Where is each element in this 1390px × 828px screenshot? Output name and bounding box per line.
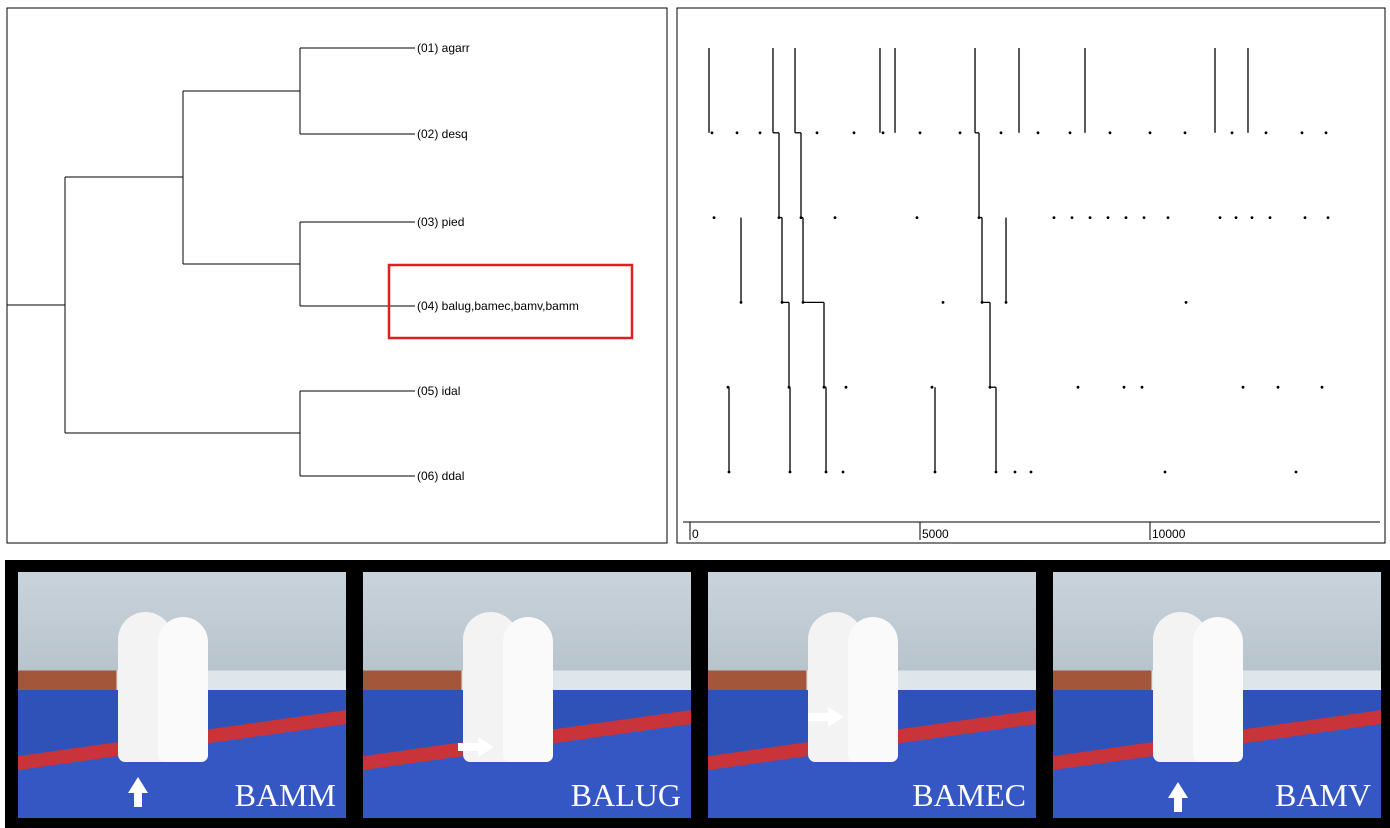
event-dot xyxy=(834,216,837,219)
event-dot xyxy=(942,301,945,304)
leaf-label: (05) idal xyxy=(417,384,460,398)
event-dot xyxy=(1077,386,1080,389)
event-dot xyxy=(1030,471,1033,474)
event-dot xyxy=(1242,386,1245,389)
event-dot xyxy=(1053,216,1056,219)
event-dot xyxy=(1125,216,1128,219)
event-dot xyxy=(778,216,781,219)
photo: BAMV xyxy=(1053,572,1381,818)
event-dot xyxy=(1149,131,1152,134)
leaf-label: (06) ddal xyxy=(417,469,464,483)
event-dot xyxy=(1321,386,1324,389)
x-tick-label: 5000 xyxy=(922,527,949,541)
event-dot xyxy=(1251,216,1254,219)
event-dot xyxy=(1219,216,1222,219)
event-dot xyxy=(800,216,803,219)
event-dot xyxy=(727,386,730,389)
arrow-shape xyxy=(128,777,148,807)
event-dot xyxy=(825,471,828,474)
event-dot xyxy=(934,471,937,474)
leaf-label: (03) pied xyxy=(417,215,464,229)
x-tick-label: 0 xyxy=(692,527,699,541)
event-dot xyxy=(1109,131,1112,134)
event-dot xyxy=(823,386,826,389)
photo: BAMEC xyxy=(708,572,1036,818)
event-dot xyxy=(1301,131,1304,134)
x-tick-label: 10000 xyxy=(1152,527,1186,541)
dendrogram-branches xyxy=(7,48,300,476)
event-dot xyxy=(1069,131,1072,134)
event-plot: 0 5000 10000 xyxy=(690,48,1329,541)
dendrogram-frame xyxy=(7,8,667,543)
arrow-shape xyxy=(458,737,494,757)
arrow-shape xyxy=(1168,782,1188,812)
photo-caption: BAMV xyxy=(1275,777,1371,814)
photo-caption: BAMEC xyxy=(912,777,1026,814)
leaf-label: (02) desq xyxy=(417,127,468,141)
photo: BAMM xyxy=(18,572,346,818)
event-dot xyxy=(882,131,885,134)
event-dot xyxy=(842,471,845,474)
event-dot xyxy=(1071,216,1074,219)
event-dot xyxy=(916,216,919,219)
event-dot xyxy=(781,301,784,304)
event-dot xyxy=(1269,216,1272,219)
event-dot xyxy=(713,216,716,219)
event-dot xyxy=(978,216,981,219)
event-dot xyxy=(1327,216,1330,219)
event-dot xyxy=(711,131,714,134)
event-dot xyxy=(788,386,791,389)
event-dot xyxy=(1143,216,1146,219)
event-dot xyxy=(1164,471,1167,474)
event-dot xyxy=(728,471,731,474)
event-dot xyxy=(740,301,743,304)
event-dot xyxy=(1141,386,1144,389)
event-dot xyxy=(1089,216,1092,219)
event-dot xyxy=(802,301,805,304)
event-dot xyxy=(959,131,962,134)
dendrogram xyxy=(7,48,415,476)
event-dot xyxy=(853,131,856,134)
event-dot xyxy=(1037,131,1040,134)
event-dot xyxy=(989,386,992,389)
event-dot xyxy=(1107,216,1110,219)
event-dot xyxy=(1123,386,1126,389)
event-dot xyxy=(1000,131,1003,134)
event-frame xyxy=(677,8,1385,543)
arrow-shape xyxy=(808,707,844,727)
event-dot xyxy=(1235,216,1238,219)
leaf-label: (04) balug,bamec,bamv,bamm xyxy=(417,299,579,313)
event-dot xyxy=(1304,216,1307,219)
event-dot xyxy=(789,471,792,474)
event-dot xyxy=(995,471,998,474)
figure-top: 0 5000 10000 (01) agarr (02) desq (03) pied (… xyxy=(0,0,1390,560)
photo-caption: BAMM xyxy=(235,777,336,814)
event-dot xyxy=(931,386,934,389)
event-dot xyxy=(759,131,762,134)
event-dot xyxy=(1265,131,1268,134)
event-dot xyxy=(816,131,819,134)
event-dot xyxy=(1325,131,1328,134)
event-dot xyxy=(1014,471,1017,474)
event-dot xyxy=(919,131,922,134)
event-dot xyxy=(1295,471,1298,474)
event-dot xyxy=(1231,131,1234,134)
event-dot xyxy=(1005,301,1008,304)
photo: BALUG xyxy=(363,572,691,818)
event-dot xyxy=(1184,131,1187,134)
event-dot xyxy=(845,386,848,389)
event-dot xyxy=(1185,301,1188,304)
event-dot xyxy=(736,131,739,134)
page: 0 5000 10000 (01) agarr (02) desq (03) pied (… xyxy=(0,0,1390,828)
leaf-label: (01) agarr xyxy=(417,41,470,55)
photo-caption: BALUG xyxy=(571,777,681,814)
event-dot xyxy=(981,301,984,304)
event-dot xyxy=(1277,386,1280,389)
event-dot xyxy=(1167,216,1170,219)
